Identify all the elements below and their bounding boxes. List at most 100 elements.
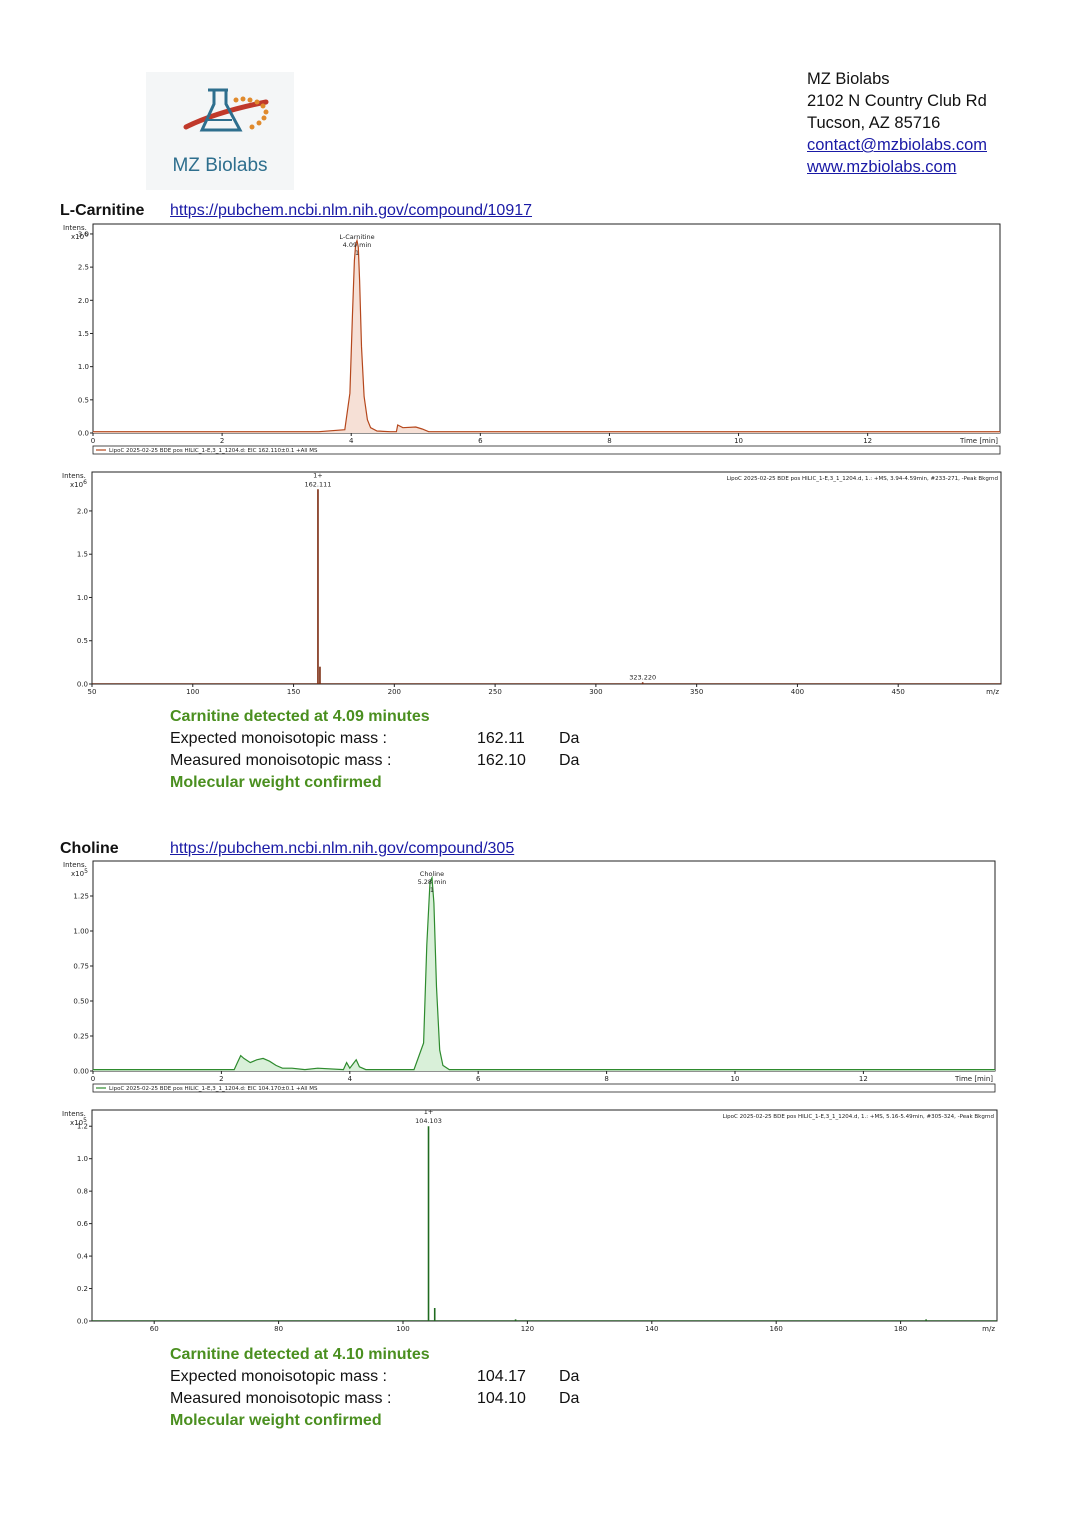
peak-annotation-time: 5.28 min <box>418 878 447 886</box>
x-tick-label: 180 <box>894 1325 907 1333</box>
measured-unit: Da <box>559 1390 580 1407</box>
y-axis-label: Intens. <box>63 861 87 869</box>
peak-area <box>93 877 995 1071</box>
city: Tucson, AZ 85716 <box>807 114 941 132</box>
peak-annotation-name: Choline <box>420 870 444 878</box>
x-axis-label: Time [min] <box>954 1075 993 1083</box>
detection-text: Carnitine detected at 4.10 minutes <box>170 1346 430 1363</box>
y-axis-label: Intens. <box>63 224 87 232</box>
y-tick-label: 1.25 <box>73 893 89 901</box>
x-tick-label: 4 <box>349 437 354 445</box>
y-tick-label: 0.5 <box>78 396 89 404</box>
logo-text: MZ Biolabs <box>172 155 268 176</box>
y-tick-label: 0.4 <box>77 1253 89 1261</box>
y-tick-label: 1.00 <box>73 928 89 936</box>
street: 2102 N Country Club Rd <box>807 92 987 110</box>
y-tick-label: 0.00 <box>73 1068 89 1076</box>
pubchem-link[interactable]: https://pubchem.ncbi.nlm.nih.gov/compoun… <box>170 840 515 857</box>
y-tick-label: 3.0 <box>78 230 89 238</box>
x-tick-label: 2 <box>219 1075 223 1083</box>
y-tick-label: 0.50 <box>73 998 89 1006</box>
x-axis-label: m/z <box>986 688 999 696</box>
y-tick-label: 2.0 <box>77 507 88 515</box>
peak-area <box>93 240 1000 433</box>
measured-label: Measured monoisotopic mass : <box>170 752 392 769</box>
company-logo: MZ Biolabs <box>146 72 294 190</box>
series-line <box>93 875 995 1071</box>
flask-logo-icon <box>183 88 269 132</box>
mass-spectrum-chart-1: Intens.x106 0.0 0.5 1.0 1.5 2.0 50 100 150 200 250… <box>62 471 1002 696</box>
confirmation-text: Molecular weight confirmed <box>170 1412 382 1429</box>
legend-text: LipoC 2025-02-25 BDE pos HILIC_1-E,3_1_1… <box>109 448 318 454</box>
series-line <box>93 238 1000 433</box>
y-axis-exponent: x105 <box>70 1117 87 1127</box>
x-axis-label: m/z <box>982 1325 995 1333</box>
measured-mass-row: Measured monoisotopic mass : 104.10 Da <box>170 1388 579 1410</box>
y-tick-label: 0.6 <box>77 1220 89 1228</box>
expected-label: Expected monoisotopic mass : <box>170 1368 387 1385</box>
x-tick-label: 200 <box>388 688 401 696</box>
legend-box <box>92 445 1001 455</box>
expected-unit: Da <box>559 730 580 747</box>
plot-frame <box>92 860 996 1072</box>
x-tick-label: 250 <box>488 688 501 696</box>
x-tick-label: 100 <box>186 688 199 696</box>
compound-name: Choline <box>60 840 119 857</box>
y-axis-label: Intens. <box>62 1110 86 1118</box>
email-link[interactable]: contact@mzbiolabs.com <box>807 136 987 154</box>
x-tick-label: 300 <box>589 688 602 696</box>
x-tick-label: 150 <box>287 688 300 696</box>
x-tick-label: 6 <box>476 1075 481 1083</box>
x-tick-label: 8 <box>607 437 611 445</box>
x-tick-label: 60 <box>150 1325 159 1333</box>
peak-annotation-name: L-Carnitine <box>339 233 374 241</box>
chromatogram-chart-2: Intens.x105 0.00 0.25 0.50 0.75 1.00 1.25 0 2 4 6 8… <box>63 860 996 1093</box>
y-tick-label: 0.75 <box>73 963 89 971</box>
peak-marker: 1 <box>355 250 359 257</box>
detection-text: Carnitine detected at 4.09 minutes <box>170 708 430 725</box>
measured-unit: Da <box>559 752 580 769</box>
y-axis-exponent: x106 <box>70 479 87 489</box>
y-tick-label: 0.25 <box>73 1033 89 1041</box>
y-tick-label: 0.0 <box>77 681 88 689</box>
x-tick-label: 12 <box>859 1075 868 1083</box>
y-tick-label: 1.0 <box>77 1155 88 1163</box>
y-tick-label: 1.2 <box>77 1123 88 1131</box>
x-tick-label: 140 <box>645 1325 658 1333</box>
y-tick-label: 1.0 <box>77 594 88 602</box>
x-tick-label: 160 <box>770 1325 783 1333</box>
peak-charge-label: 1+ <box>313 471 323 479</box>
y-tick-label: 0.2 <box>77 1285 88 1293</box>
confirmation-text: Molecular weight confirmed <box>170 774 382 791</box>
x-tick-label: 6 <box>478 437 483 445</box>
company-address: MZ Biolabs 2102 N Country Club Rd Tucson… <box>807 68 987 178</box>
measured-value: 104.10 <box>477 1390 526 1407</box>
legend-text: LipoC 2025-02-25 BDE pos HILIC_1-E,3_1_1… <box>109 1086 318 1092</box>
company-name: MZ Biolabs <box>807 70 890 88</box>
y-axis-exponent: x106 <box>71 231 88 241</box>
compound-name: L-Carnitine <box>60 202 145 219</box>
y-tick-label: 1.5 <box>78 330 89 338</box>
y-axis-exponent: x105 <box>71 868 88 878</box>
x-tick-label: 450 <box>892 688 905 696</box>
expected-unit: Da <box>559 1368 580 1385</box>
pubchem-link[interactable]: https://pubchem.ncbi.nlm.nih.gov/compoun… <box>170 202 533 219</box>
y-tick-label: 0.5 <box>77 637 88 645</box>
y-tick-label: 0.0 <box>78 430 89 438</box>
website-link[interactable]: www.mzbiolabs.com <box>807 158 957 176</box>
x-axis-label: Time [min] <box>959 437 998 445</box>
expected-mass-row: Expected monoisotopic mass : 104.17 Da <box>170 1366 579 1388</box>
expected-value: 162.11 <box>477 730 525 747</box>
measured-value: 162.10 <box>477 752 526 769</box>
peak-annotation-time: 4.09 min <box>343 241 372 249</box>
y-tick-label: 2.0 <box>78 297 89 305</box>
peak-mz-label: 323.220 <box>629 673 656 681</box>
x-tick-label: 100 <box>396 1325 409 1333</box>
result-summary-1: Carnitine detected at 4.09 minutes Expec… <box>170 706 579 794</box>
y-tick-label: 2.5 <box>78 264 89 272</box>
y-tick-label: 1.0 <box>78 363 89 371</box>
plot-frame <box>91 471 1002 685</box>
spectrum-info: LipoC 2025-02-25 BDE pos HILIC_1-E,3_1_1… <box>723 1114 994 1120</box>
measured-label: Measured monoisotopic mass : <box>170 1390 392 1407</box>
x-tick-label: 400 <box>791 688 804 696</box>
